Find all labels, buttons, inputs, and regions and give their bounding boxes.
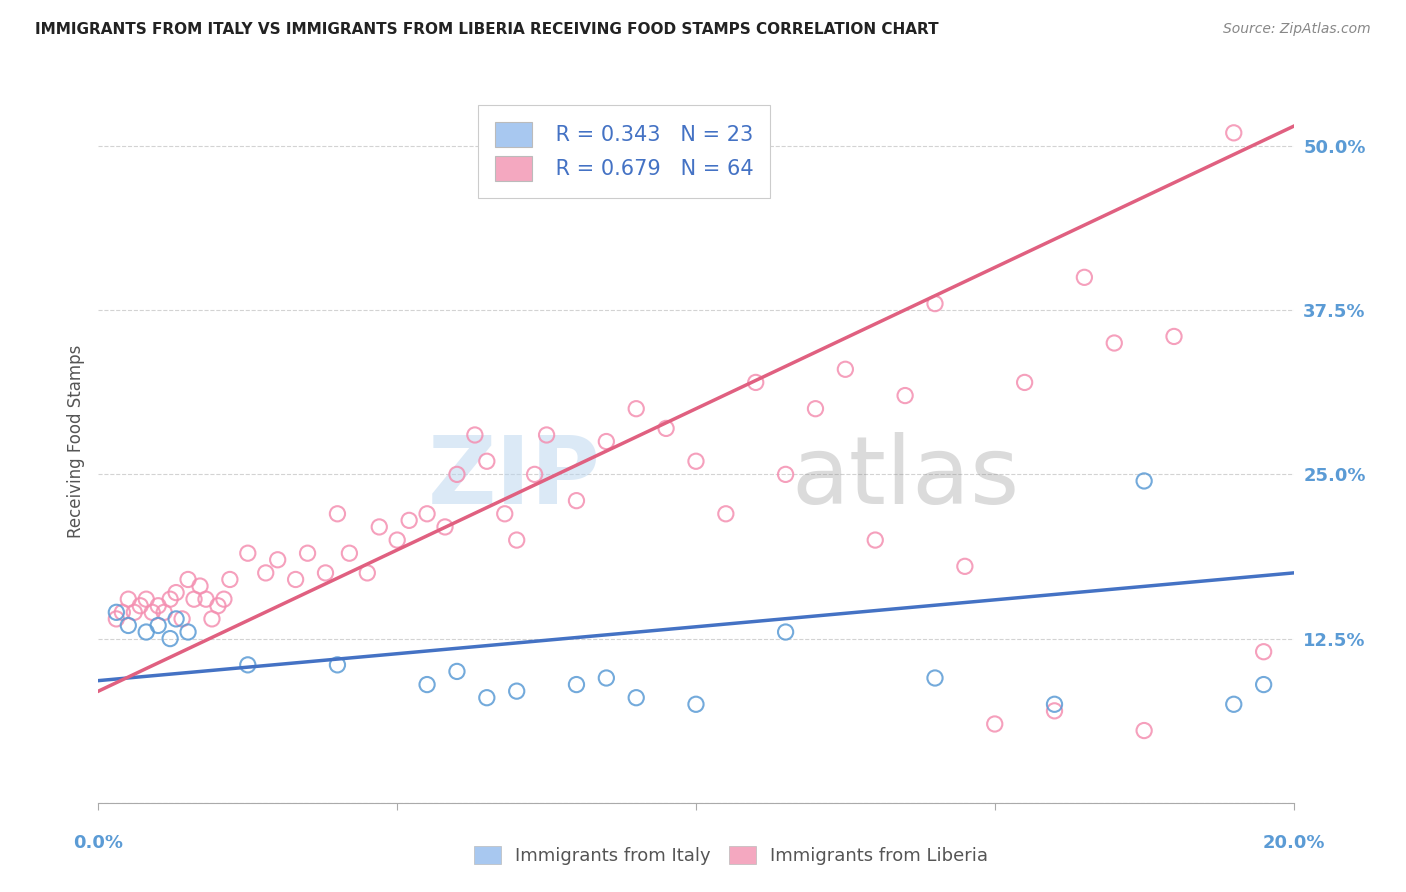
Point (1253, 645, 1275, 659)
Point (1073, 270, 1095, 285)
Point (434, 520, 457, 534)
Point (254, 566, 277, 580)
Point (159, 592, 181, 607)
Point (475, 690, 498, 705)
Point (195, 592, 218, 607)
Point (124, 605, 146, 619)
Point (135, 592, 157, 607)
Point (1104, 336, 1126, 351)
Point (416, 677, 439, 691)
Point (595, 671, 617, 685)
Point (236, 546, 259, 560)
Point (129, 599, 152, 613)
Point (326, 657, 349, 672)
Point (536, 428, 558, 442)
Point (1133, 723, 1156, 738)
Point (804, 401, 827, 416)
Point (626, 401, 648, 416)
Point (315, 566, 337, 580)
Point (201, 612, 224, 626)
Point (626, 690, 648, 705)
Point (565, 677, 588, 691)
Point (1253, 677, 1275, 691)
Point (207, 599, 229, 613)
Point (494, 507, 516, 521)
Point (212, 592, 235, 607)
Point (1043, 704, 1066, 718)
Y-axis label: Receiving Food Stamps: Receiving Food Stamps (66, 345, 84, 538)
Point (219, 573, 242, 587)
Point (368, 520, 391, 534)
Point (924, 671, 946, 685)
Point (148, 618, 170, 632)
Point (339, 546, 361, 560)
Point (148, 599, 170, 613)
Point (135, 625, 157, 640)
Point (117, 618, 139, 632)
Point (685, 454, 707, 468)
Point (153, 605, 176, 619)
Point (141, 605, 163, 619)
Point (523, 467, 546, 482)
Text: 0.0%: 0.0% (73, 834, 124, 852)
Text: Source: ZipAtlas.com: Source: ZipAtlas.com (1223, 22, 1371, 37)
Legend: Immigrants from Italy, Immigrants from Liberia: Immigrants from Italy, Immigrants from L… (465, 837, 997, 874)
Point (159, 632, 181, 646)
Point (1014, 376, 1036, 390)
Point (865, 533, 887, 547)
Point (267, 553, 290, 567)
Point (117, 592, 139, 607)
Point (1163, 329, 1185, 343)
Point (894, 388, 917, 402)
Point (165, 612, 187, 626)
Point (398, 513, 420, 527)
Point (834, 362, 856, 376)
Point (775, 625, 797, 640)
Point (1223, 126, 1246, 140)
Point (105, 612, 128, 626)
Point (183, 592, 205, 607)
Point (924, 296, 946, 310)
Point (446, 665, 468, 679)
Point (188, 579, 211, 593)
Point (475, 454, 498, 468)
Point (385, 533, 409, 547)
Point (745, 376, 768, 390)
Point (506, 684, 529, 698)
Point (506, 533, 529, 547)
Text: 20.0%: 20.0% (1263, 834, 1324, 852)
Point (565, 493, 588, 508)
Point (655, 421, 678, 435)
Point (714, 507, 737, 521)
Point (165, 585, 187, 599)
Point (1223, 698, 1246, 712)
Point (1133, 474, 1156, 488)
Point (177, 625, 200, 640)
Point (356, 566, 378, 580)
Point (177, 573, 200, 587)
Legend:  R = 0.343   N = 23,  R = 0.679   N = 64: R = 0.343 N = 23, R = 0.679 N = 64 (478, 105, 770, 198)
Point (595, 434, 617, 449)
Point (984, 717, 1007, 731)
Point (284, 573, 307, 587)
Point (105, 605, 128, 619)
Point (172, 612, 194, 626)
Point (416, 507, 439, 521)
Text: atlas: atlas (792, 432, 1019, 524)
Point (236, 657, 259, 672)
Point (297, 546, 319, 560)
Point (464, 428, 486, 442)
Text: IMMIGRANTS FROM ITALY VS IMMIGRANTS FROM LIBERIA RECEIVING FOOD STAMPS CORRELATI: IMMIGRANTS FROM ITALY VS IMMIGRANTS FROM… (35, 22, 939, 37)
Point (775, 467, 797, 482)
Point (111, 605, 134, 619)
Point (446, 467, 468, 482)
Point (326, 507, 349, 521)
Text: ZIP: ZIP (427, 432, 600, 524)
Point (1043, 698, 1066, 712)
Point (953, 559, 976, 574)
Point (685, 698, 707, 712)
